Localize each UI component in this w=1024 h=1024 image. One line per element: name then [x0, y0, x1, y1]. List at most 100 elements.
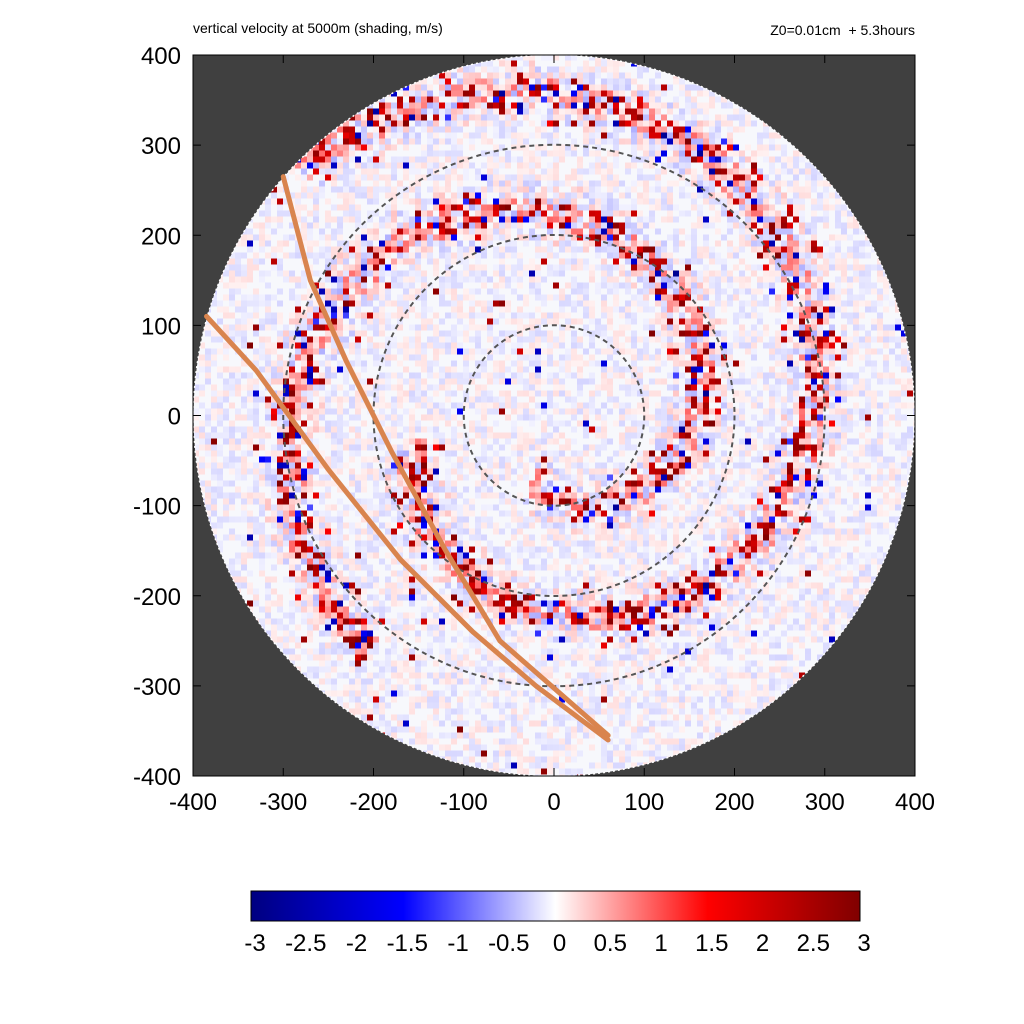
- heatmap-cell: [511, 72, 517, 79]
- heatmap-cell: [727, 222, 733, 229]
- heatmap-cell: [775, 156, 781, 163]
- heatmap-cell: [277, 270, 283, 277]
- heatmap-cell: [637, 270, 643, 277]
- heatmap-cell: [367, 342, 373, 349]
- heatmap-cell: [865, 264, 871, 271]
- heatmap-cell: [337, 216, 343, 223]
- heatmap-cell: [487, 432, 493, 439]
- heatmap-cell: [319, 138, 325, 145]
- heatmap-cell: [457, 210, 463, 217]
- heatmap-cell: [727, 216, 733, 223]
- heatmap-cell: [307, 462, 313, 469]
- heatmap-cell: [283, 366, 289, 373]
- heatmap-cell: [301, 186, 307, 193]
- heatmap-cell: [253, 408, 259, 415]
- heatmap-cell: [337, 138, 343, 145]
- heatmap-cell: [439, 252, 445, 259]
- heatmap-cell: [427, 174, 433, 181]
- heatmap-cell: [367, 162, 373, 169]
- heatmap-cell: [703, 108, 709, 115]
- heatmap-cell: [637, 264, 643, 271]
- heatmap-cell: [439, 342, 445, 349]
- heatmap-cell: [781, 216, 787, 223]
- heatmap-cell: [595, 222, 601, 229]
- heatmap-cell: [379, 372, 385, 379]
- heatmap-cell: [643, 390, 649, 397]
- heatmap-cell: [847, 450, 853, 457]
- heatmap-cell: [445, 384, 451, 391]
- heatmap-cell: [697, 132, 703, 139]
- heatmap-cell: [643, 66, 649, 73]
- heatmap-cell: [601, 198, 607, 205]
- heatmap-cell: [805, 174, 811, 181]
- heatmap-cell: [775, 222, 781, 229]
- heatmap-cell: [385, 108, 391, 115]
- heatmap-cell: [739, 126, 745, 133]
- heatmap-cell: [817, 288, 823, 295]
- heatmap-cell: [505, 180, 511, 187]
- heatmap-cell: [499, 60, 505, 67]
- heatmap-cell: [409, 258, 415, 265]
- heatmap-cell: [349, 252, 355, 259]
- heatmap-cell: [895, 336, 901, 343]
- heatmap-cell: [499, 294, 505, 301]
- heatmap-cell: [619, 210, 625, 217]
- heatmap-cell: [367, 144, 373, 151]
- heatmap-cell: [325, 162, 331, 169]
- heatmap-cell: [625, 384, 631, 391]
- heatmap-cell: [661, 186, 667, 193]
- heatmap-cell: [751, 198, 757, 205]
- heatmap-cell: [811, 228, 817, 235]
- heatmap-cell: [409, 108, 415, 115]
- heatmap-cell: [349, 204, 355, 211]
- heatmap-cell: [631, 408, 637, 415]
- heatmap-cell: [493, 438, 499, 445]
- heatmap-cell: [277, 300, 283, 307]
- heatmap-cell: [577, 300, 583, 307]
- heatmap-cell: [595, 108, 601, 115]
- heatmap-cell: [577, 402, 583, 409]
- heatmap-cell: [349, 216, 355, 223]
- heatmap-cell: [481, 162, 487, 169]
- heatmap-cell: [655, 72, 661, 79]
- heatmap-cell: [475, 222, 481, 229]
- heatmap-cell: [445, 396, 451, 403]
- heatmap-cell: [871, 282, 877, 289]
- heatmap-cell: [493, 432, 499, 439]
- heatmap-cell: [367, 270, 373, 277]
- heatmap-cell: [865, 390, 871, 397]
- heatmap-cell: [319, 324, 325, 331]
- heatmap-cell: [787, 336, 793, 343]
- heatmap-cell: [589, 234, 595, 241]
- heatmap-cell: [217, 306, 223, 313]
- heatmap-cell: [379, 156, 385, 163]
- heatmap-cell: [373, 258, 379, 265]
- heatmap-cell: [823, 432, 829, 439]
- heatmap-cell: [397, 258, 403, 265]
- heatmap-cell: [745, 198, 751, 205]
- heatmap-cell: [271, 366, 277, 373]
- heatmap-cell: [853, 312, 859, 319]
- heatmap-cell: [703, 192, 709, 199]
- heatmap-cell: [649, 414, 655, 421]
- heatmap-cell: [457, 276, 463, 283]
- heatmap-cell: [661, 276, 667, 283]
- heatmap-cell: [697, 192, 703, 199]
- heatmap-cell: [823, 396, 829, 403]
- heatmap-cell: [649, 102, 655, 109]
- heatmap-cell: [517, 432, 523, 439]
- heatmap-cell: [325, 288, 331, 295]
- heatmap-cell: [709, 396, 715, 403]
- heatmap-cell: [229, 264, 235, 271]
- heatmap-cell: [451, 138, 457, 145]
- heatmap-cell: [835, 348, 841, 355]
- heatmap-cell: [871, 438, 877, 445]
- heatmap-cell: [613, 228, 619, 235]
- heatmap-cell: [421, 126, 427, 133]
- heatmap-cell: [475, 84, 481, 91]
- heatmap-cell: [511, 60, 517, 67]
- heatmap-cell: [751, 240, 757, 247]
- heatmap-cell: [517, 276, 523, 283]
- heatmap-cell: [355, 204, 361, 211]
- heatmap-cell: [217, 318, 223, 325]
